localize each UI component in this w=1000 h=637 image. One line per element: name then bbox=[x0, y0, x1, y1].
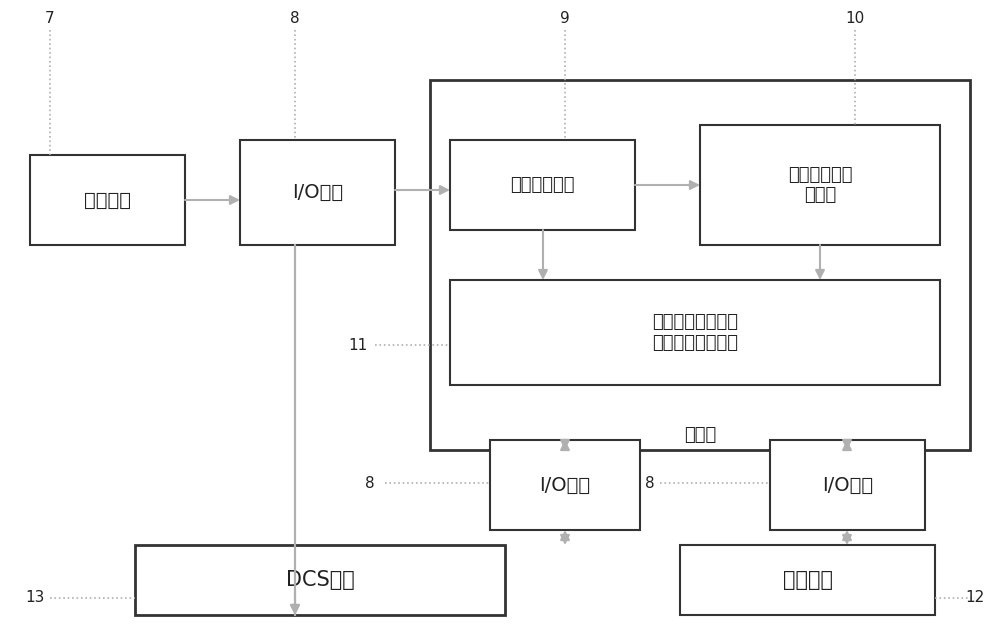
Text: 8: 8 bbox=[645, 475, 655, 490]
Bar bbox=[30, 155, 185, 245]
Text: 参数自适应校
正模块: 参数自适应校 正模块 bbox=[788, 166, 852, 204]
Text: 9: 9 bbox=[560, 10, 570, 25]
Bar bbox=[135, 545, 505, 615]
Text: 12: 12 bbox=[965, 590, 985, 606]
Text: I/O模块: I/O模块 bbox=[539, 475, 591, 494]
Text: 10: 10 bbox=[845, 10, 865, 25]
Text: 8: 8 bbox=[290, 10, 300, 25]
Text: I/O模块: I/O模块 bbox=[292, 183, 343, 202]
Bar bbox=[770, 440, 925, 530]
Bar bbox=[450, 280, 940, 385]
Bar bbox=[430, 80, 970, 450]
Text: I/O模块: I/O模块 bbox=[822, 475, 873, 494]
Bar bbox=[450, 140, 635, 230]
Text: DCS系统: DCS系统 bbox=[286, 570, 354, 590]
Bar bbox=[240, 140, 395, 245]
Text: 8: 8 bbox=[365, 475, 375, 490]
Text: 人机界面: 人机界面 bbox=[782, 570, 832, 590]
Text: 组分推断模块: 组分推断模块 bbox=[510, 176, 575, 194]
Text: 11: 11 bbox=[348, 338, 368, 352]
Text: 检测模块: 检测模块 bbox=[84, 190, 131, 210]
Bar bbox=[490, 440, 640, 530]
Text: 13: 13 bbox=[25, 590, 45, 606]
Bar bbox=[700, 125, 940, 245]
Text: 超高纯自适应非线
性控制律求解模块: 超高纯自适应非线 性控制律求解模块 bbox=[652, 313, 738, 352]
Text: 7: 7 bbox=[45, 10, 55, 25]
Bar bbox=[680, 545, 935, 615]
Text: 上位机: 上位机 bbox=[684, 426, 716, 444]
